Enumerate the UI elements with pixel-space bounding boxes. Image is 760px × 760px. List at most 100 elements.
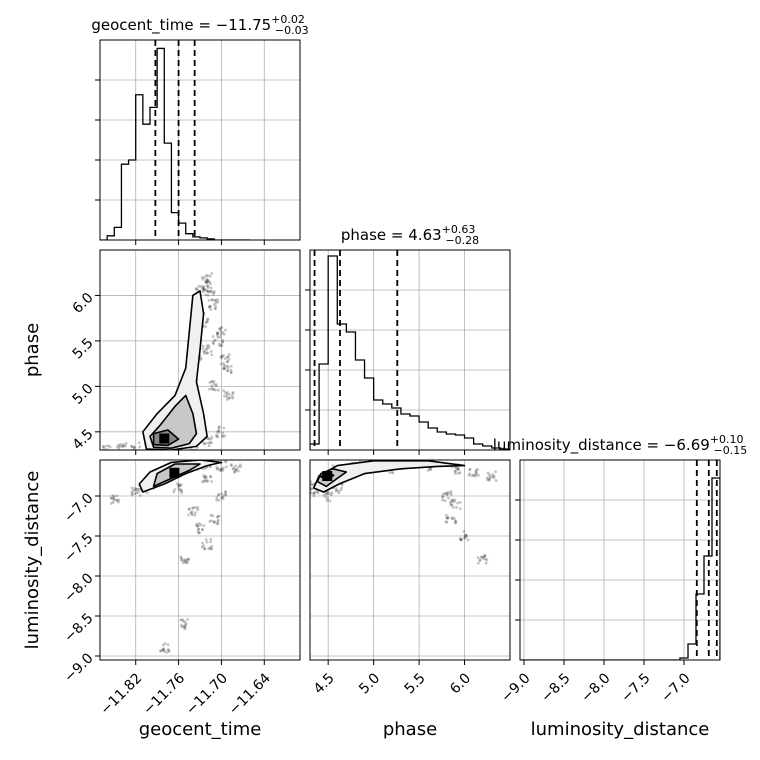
sample-point <box>208 289 212 293</box>
sample-point <box>328 499 332 503</box>
sample-point <box>202 544 206 548</box>
sample-point <box>456 468 460 471</box>
sample-point <box>218 469 222 472</box>
sample-point <box>185 561 189 564</box>
sample-point <box>187 558 191 561</box>
sample-point <box>199 523 203 527</box>
sample-point <box>206 290 210 294</box>
scatter-content <box>109 460 243 654</box>
sample-point <box>132 445 135 449</box>
sample-point <box>209 350 213 353</box>
sample-point <box>122 443 125 446</box>
x-tick-label: −8.5 <box>538 670 573 705</box>
sample-point <box>102 445 105 449</box>
sample-point <box>216 435 220 439</box>
sample-point <box>205 344 209 348</box>
sample-point <box>206 289 209 293</box>
sample-point <box>109 451 112 454</box>
sample-point <box>108 452 111 455</box>
sample-point <box>205 320 209 324</box>
sample-point <box>210 353 214 357</box>
sample-point <box>451 498 455 502</box>
sample-point <box>131 489 135 492</box>
sample-point <box>192 506 195 510</box>
sample-point <box>181 619 185 623</box>
sample-point <box>453 469 457 473</box>
sample-point <box>206 317 210 321</box>
sample-point <box>476 468 479 471</box>
sample-point <box>221 431 225 435</box>
sample-point <box>222 363 226 367</box>
sample-point <box>206 293 210 297</box>
sample-point <box>167 650 171 653</box>
sample-point <box>191 451 194 454</box>
title-main: luminosity_distance = −6.69 <box>493 436 710 455</box>
sample-point <box>221 340 225 344</box>
sample-point <box>216 518 220 522</box>
x-tick-label: −7.0 <box>658 670 693 705</box>
sample-point <box>473 474 477 478</box>
sample-point <box>196 452 199 455</box>
x-tick-label: 4.5 <box>311 670 338 697</box>
y-tick-label: 5.0 <box>70 381 97 408</box>
sample-point <box>166 648 170 651</box>
sample-point <box>177 485 181 489</box>
sample-point <box>180 491 184 495</box>
x-axis-label-luminosity_distance: luminosity_distance <box>531 719 710 740</box>
scatter-content <box>101 272 235 457</box>
sample-point <box>209 519 213 523</box>
sample-point <box>459 538 463 542</box>
sample-point <box>226 368 229 372</box>
sample-point <box>326 490 330 494</box>
sample-point <box>325 492 328 496</box>
sample-point <box>210 441 214 445</box>
sample-point <box>210 480 214 483</box>
sample-point <box>206 289 210 293</box>
sample-point <box>219 469 223 472</box>
sample-point <box>135 491 138 495</box>
sample-point <box>214 298 217 302</box>
sample-point <box>220 354 224 358</box>
sample-point <box>224 460 228 464</box>
sample-point <box>453 498 457 502</box>
sample-point <box>221 497 225 500</box>
sample-point <box>213 338 217 342</box>
sample-point <box>205 351 209 355</box>
sample-point <box>209 308 213 311</box>
sample-point <box>310 482 313 486</box>
sample-point <box>107 454 110 457</box>
sample-point <box>191 506 195 510</box>
sample-point <box>182 561 185 565</box>
sample-point <box>107 444 111 448</box>
sample-point <box>210 387 214 391</box>
sample-point <box>193 511 197 515</box>
title-minus: −0.28 <box>445 234 479 247</box>
sample-point <box>111 494 115 497</box>
sample-point <box>457 471 460 475</box>
sample-point <box>488 476 492 480</box>
sample-point <box>207 298 211 302</box>
sample-point <box>222 389 226 393</box>
sample-point <box>199 357 203 360</box>
sample-point <box>180 625 183 629</box>
sample-point <box>204 280 208 283</box>
sample-point <box>201 528 204 532</box>
sample-point <box>219 332 223 336</box>
sample-point <box>479 555 483 559</box>
sample-point <box>220 344 224 347</box>
sample-point <box>179 488 183 491</box>
sample-point <box>208 305 211 308</box>
sample-point <box>205 475 208 479</box>
sample-point <box>214 388 217 392</box>
sample-point <box>468 467 472 471</box>
histogram-phase <box>310 255 510 450</box>
sample-point <box>137 490 140 494</box>
sample-point <box>221 468 224 472</box>
sample-point <box>163 642 167 645</box>
sample-point <box>118 443 122 446</box>
panel-frame <box>99 39 301 241</box>
sample-point <box>204 325 207 328</box>
sample-point <box>210 272 214 275</box>
sample-point <box>216 336 220 339</box>
